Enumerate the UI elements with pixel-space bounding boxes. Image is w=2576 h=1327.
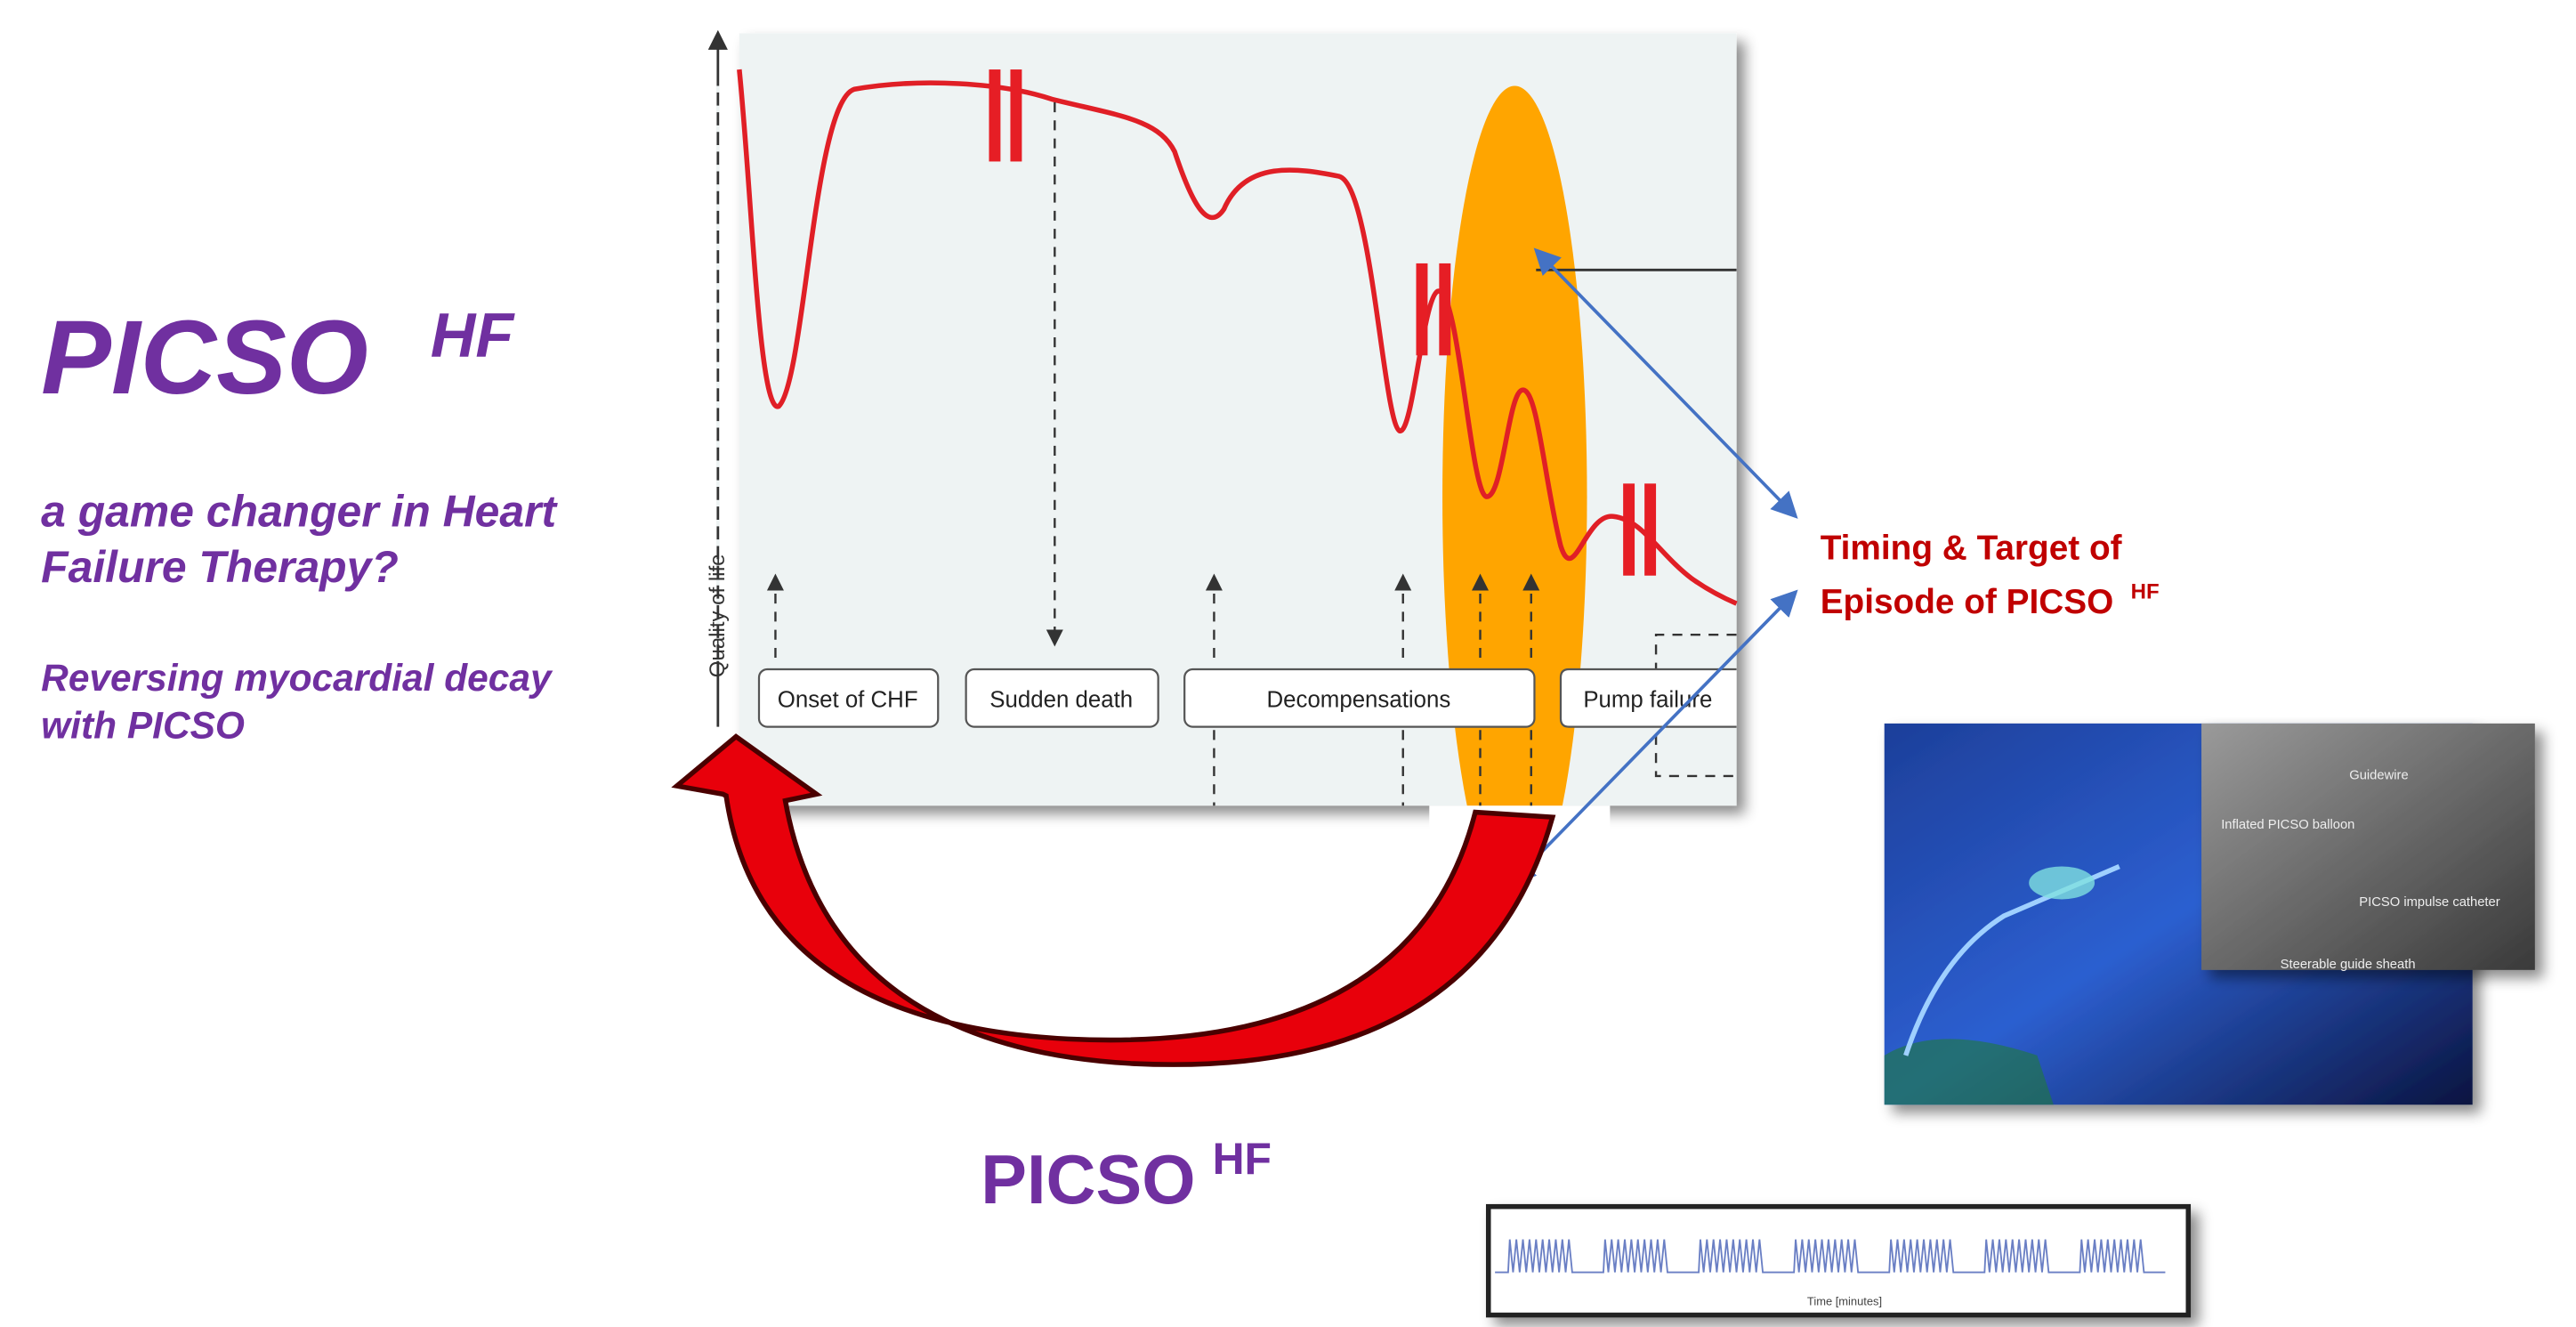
callout-line: Timing & Target of [1821,529,2122,567]
arrow-label: PICSO [981,1142,1195,1218]
stage-label: Sudden death [989,687,1133,712]
stage-label: Pump failure [1583,687,1712,712]
image-label: Steerable guide sheath [2281,958,2416,972]
waveform: Time [minutes] [1485,1203,2192,1318]
image-label: PICSO impulse catheter [2359,895,2499,910]
callout-line: Episode of PICSO [1821,583,2114,621]
balloon [2029,866,2096,900]
target-zone [1442,85,1587,908]
y-axis-label: Quality of life [706,554,730,677]
cycle-arrow [671,733,1556,1067]
quality-curve [737,69,1738,606]
callout-arrow [1533,247,1798,519]
waveform-label: Time [minutes] [1807,1294,1882,1307]
waveform-trace [1495,1239,2166,1274]
title-superscript: HF [431,300,516,370]
xray-image [2201,723,2535,970]
image-label: Inflated PICSO balloon [2221,818,2354,832]
waveform-frame [1485,1203,2192,1318]
image-label: Guidewire [2349,769,2408,783]
subtitle-line: Failure Therapy? [41,542,399,592]
tagline-line: Reversing myocardial decay [41,657,553,699]
tagline-line: with PICSO [41,705,245,747]
subtitle-line: a game changer in Heart [41,486,558,536]
device-image: Guidewire Inflated PICSO balloon PICSO i… [1884,723,2535,1105]
photo-detail [1884,1039,2054,1105]
stage-label: Decompensations [1267,687,1451,712]
stage-label: Onset of CHF [778,687,918,712]
diagram: Quality of life Onset of CHF S [706,29,1738,921]
title: PICSO [41,299,368,417]
callout-superscript: HF [2131,580,2160,604]
callout-arrow [1509,589,1798,886]
arrow-label-superscript: HF [1213,1134,1272,1184]
catheter [1903,863,2120,1056]
